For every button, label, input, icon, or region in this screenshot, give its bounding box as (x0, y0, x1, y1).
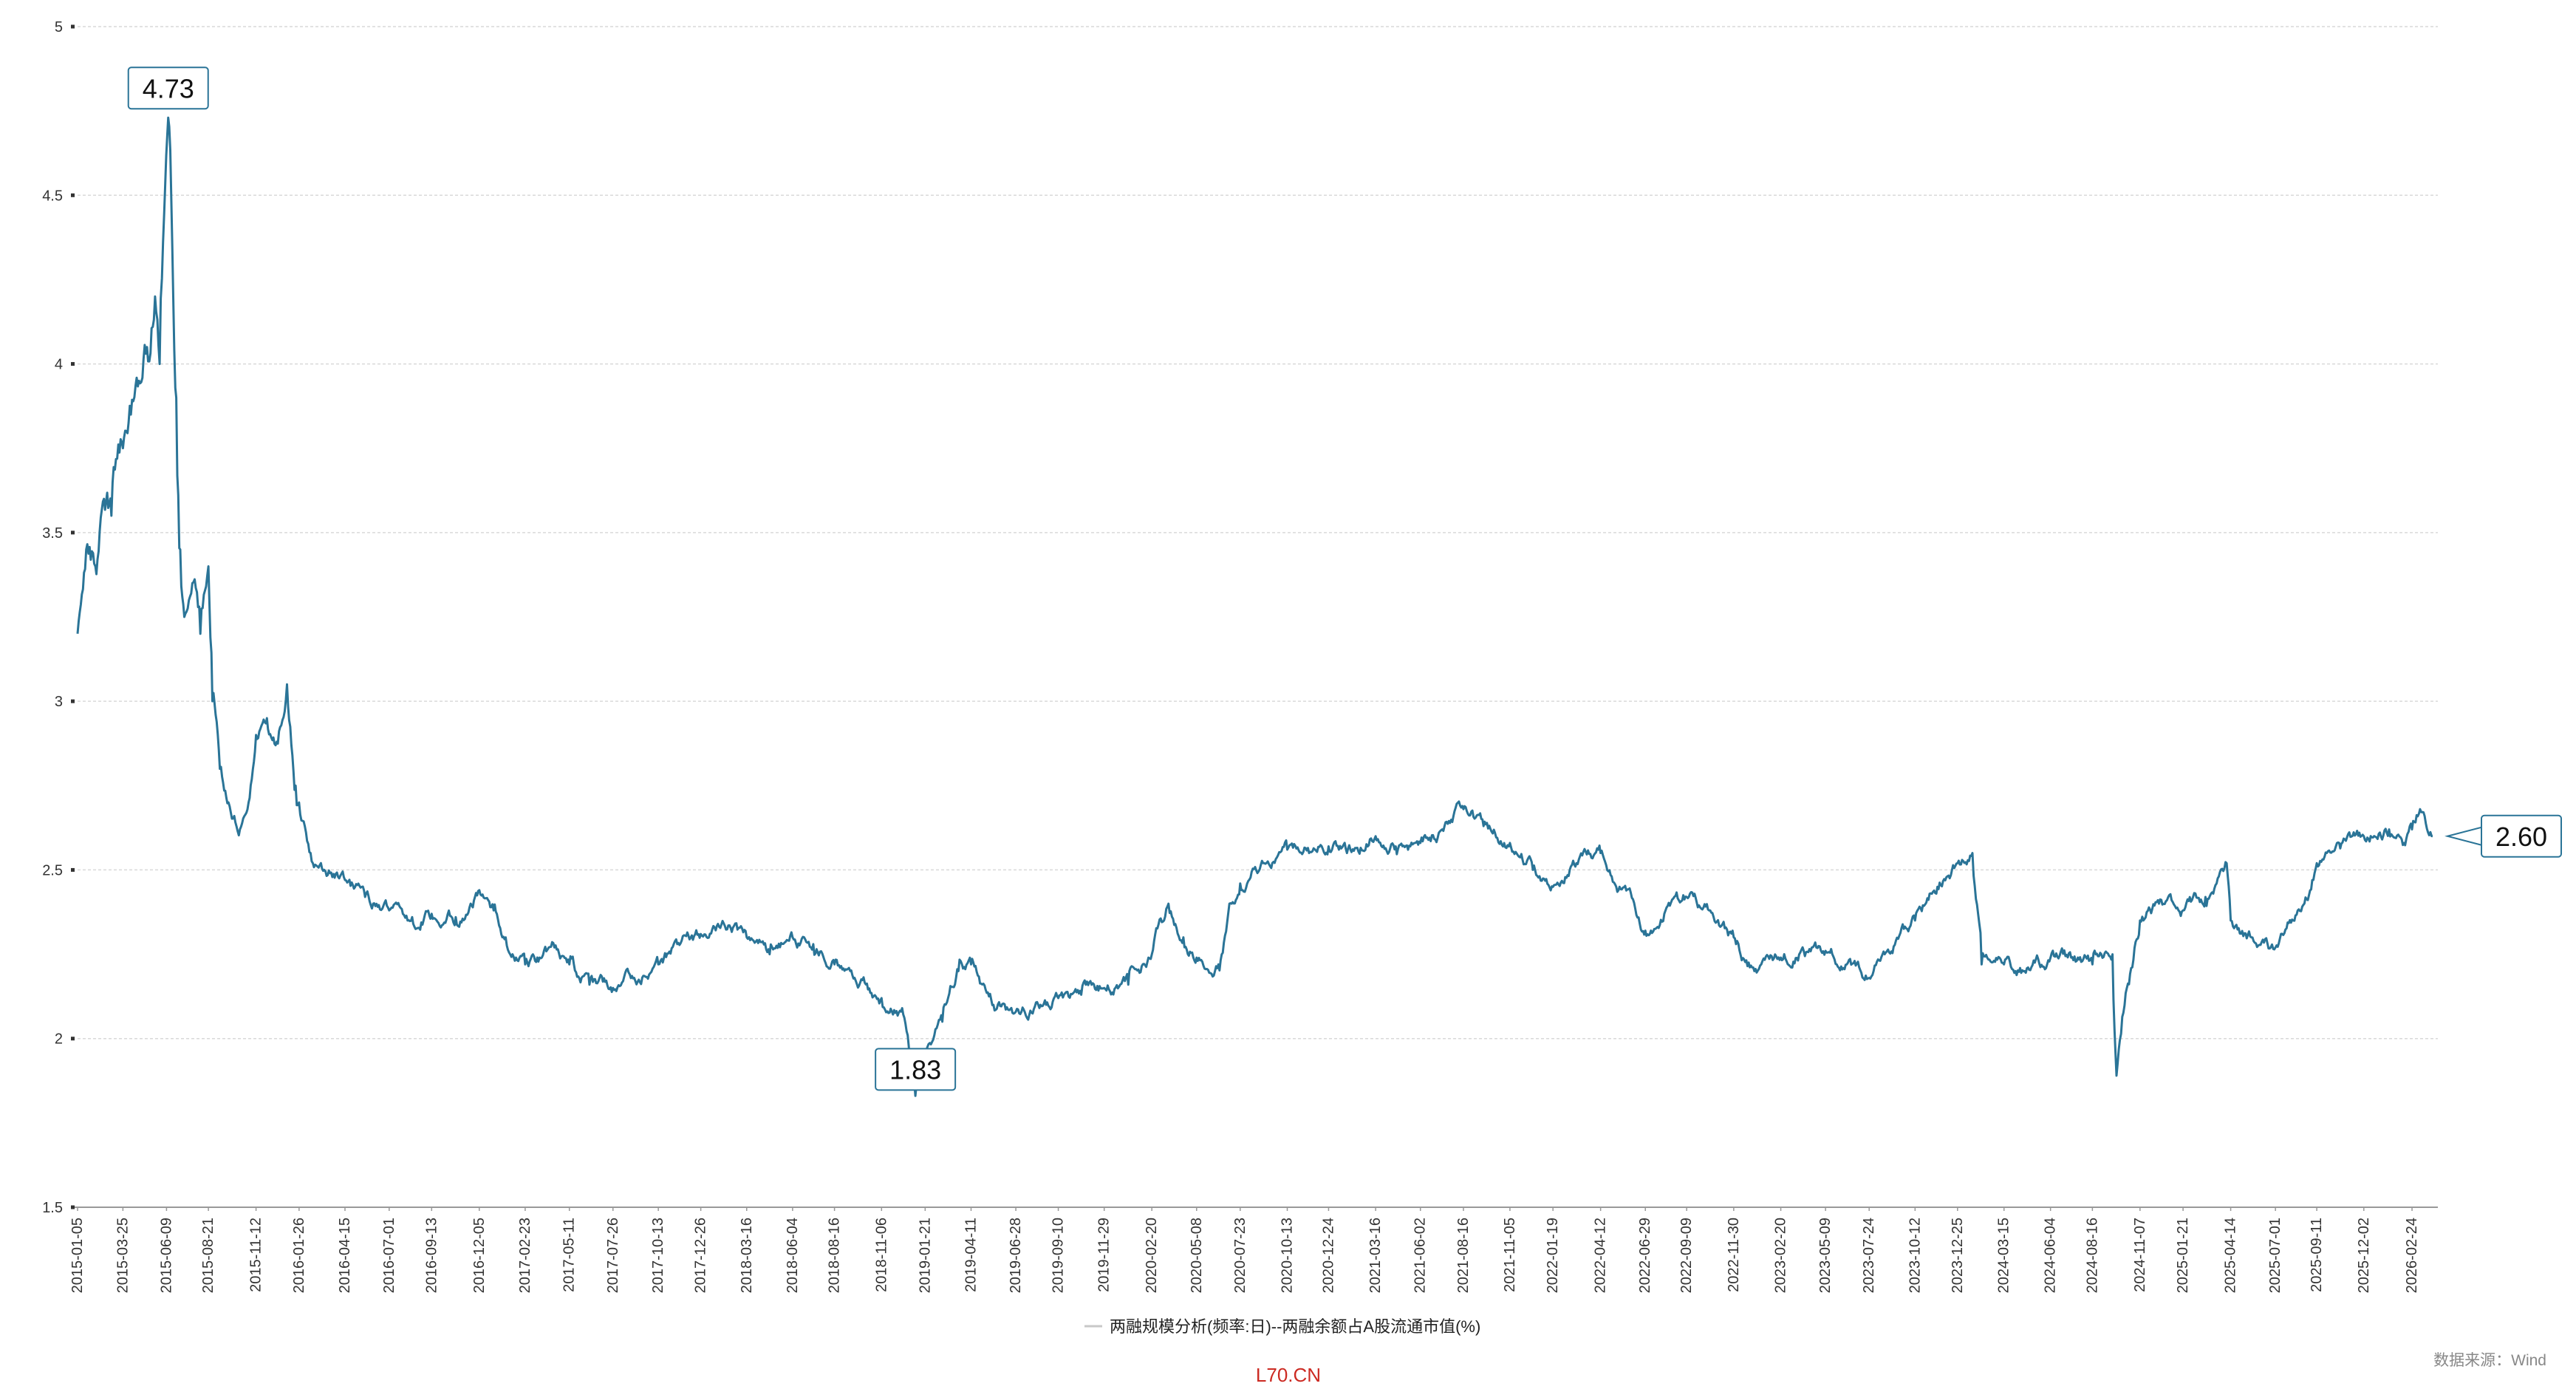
x-tick-label: 2021-08-16 (1455, 1218, 1472, 1293)
x-tick-label: 2018-11-06 (873, 1218, 889, 1292)
legend[interactable]: 两融规模分析(频率:日)--两融余额占A股流通市值(%) (1084, 1317, 1480, 1336)
value-callouts: 4.73 1.83 2.60 (127, 66, 2563, 1091)
callout-box (2481, 814, 2563, 858)
callout-box (875, 1048, 957, 1091)
x-tick-label: 2017-10-13 (650, 1218, 666, 1293)
y-tick-mark (71, 867, 75, 872)
x-tick-label: 2016-07-01 (381, 1218, 397, 1293)
x-tick-label: 2023-07-24 (1861, 1218, 1877, 1293)
x-tick-label: 2019-04-11 (963, 1218, 979, 1292)
y-tick-label: 4 (55, 357, 63, 373)
x-tick-label: 2023-05-09 (1817, 1218, 1834, 1293)
grid-lines (78, 26, 2438, 1040)
x-axis-tick-labels: 2015-01-05 2015-03-25 2015-06-09 2015-08-21… (69, 1207, 2420, 1293)
x-tick-label: 2017-02-23 (517, 1218, 533, 1293)
x-tick-label: 2020-07-23 (1232, 1218, 1248, 1293)
x-tick-label: 2025-09-11 (2309, 1218, 2325, 1292)
x-tick-label: 2016-12-05 (471, 1218, 488, 1293)
x-tick-label: 2023-12-25 (1950, 1218, 1966, 1293)
y-tick-label: 3.5 (42, 525, 63, 542)
y-tick-label: 1.5 (42, 1200, 63, 1216)
y-tick-label: 3 (55, 694, 63, 710)
x-tick-label: 2015-01-05 (69, 1218, 86, 1293)
x-tick-label: 2015-03-25 (115, 1218, 131, 1293)
x-tick-label: 2017-12-26 (693, 1218, 709, 1293)
x-tick-label: 2020-05-08 (1189, 1218, 1205, 1293)
x-tick-label: 2021-06-02 (1412, 1218, 1429, 1293)
x-tick-label: 2024-03-15 (1996, 1218, 2012, 1293)
x-tick-label: 2015-06-09 (158, 1218, 174, 1293)
y-tick-mark (71, 699, 75, 703)
x-tick-label: 2018-06-04 (785, 1218, 801, 1293)
legend-label: 两融规模分析(频率:日)--两融余额占A股流通市值(%) (1110, 1317, 1480, 1336)
callout-box (127, 66, 209, 110)
y-tick-label: 2.5 (42, 862, 63, 878)
x-tick-label: 2016-01-26 (291, 1218, 307, 1293)
y-tick-mark (71, 362, 75, 366)
x-tick-label: 2025-04-14 (2223, 1218, 2239, 1293)
y-axis-tick-labels: 1.5 2 2.5 3 3.5 4 4.5 5 (42, 19, 75, 1216)
x-tick-label: 2020-10-13 (1280, 1218, 1296, 1293)
callout-2-60: 2.60 (2445, 814, 2563, 858)
y-tick-mark (71, 24, 75, 29)
watermark: L70.CN (1256, 1364, 1321, 1386)
x-tick-label: 2019-06-28 (1008, 1218, 1024, 1293)
callout-label: 4.73 (143, 73, 194, 103)
y-tick-mark (71, 1205, 75, 1209)
y-tick-label: 5 (55, 19, 63, 35)
x-tick-label: 2015-11-12 (248, 1218, 264, 1292)
y-tick-mark (71, 193, 75, 197)
y-tick-mark (71, 1037, 75, 1041)
x-tick-label: 2018-03-16 (739, 1218, 755, 1293)
x-tick-label: 2023-02-20 (1773, 1218, 1789, 1293)
callout-label: 2.60 (2495, 822, 2547, 852)
x-tick-label: 2021-11-05 (1502, 1218, 1518, 1292)
x-tick-label: 2024-08-16 (2084, 1218, 2100, 1293)
y-tick-label: 2 (55, 1031, 63, 1048)
x-tick-label: 2015-08-21 (200, 1218, 216, 1293)
series-line-0[interactable] (76, 116, 2433, 1097)
x-tick-label: 2024-11-07 (2132, 1218, 2148, 1292)
x-tick-label: 2026-02-24 (2404, 1218, 2420, 1293)
data-source: 数据来源：Wind (2433, 1352, 2546, 1369)
callout-pointer (2445, 826, 2483, 847)
x-tick-label: 2023-10-12 (1907, 1218, 1923, 1293)
x-tick-label: 2025-07-01 (2267, 1218, 2283, 1293)
x-tick-label: 2022-01-19 (1545, 1218, 1561, 1293)
x-tick-label: 2020-12-24 (1320, 1218, 1336, 1293)
x-tick-label: 2016-04-15 (337, 1218, 353, 1293)
x-tick-label: 2018-08-16 (827, 1218, 843, 1293)
y-tick-mark (71, 530, 75, 535)
x-tick-label: 2019-09-10 (1050, 1218, 1067, 1293)
x-tick-label: 2022-11-30 (1726, 1218, 1742, 1292)
x-tick-label: 2017-07-26 (605, 1218, 621, 1293)
callout-label: 1.83 (889, 1054, 941, 1085)
series-layer (76, 116, 2433, 1097)
x-tick-label: 2017-05-11 (561, 1218, 578, 1292)
x-tick-label: 2020-02-20 (1144, 1218, 1160, 1293)
callout-1-83: 1.83 (875, 1048, 957, 1091)
x-tick-label: 2021-03-16 (1367, 1218, 1384, 1293)
x-tick-label: 2025-01-21 (2175, 1218, 2191, 1293)
x-tick-label: 2024-06-04 (2043, 1218, 2059, 1293)
x-tick-label: 2025-12-02 (2356, 1218, 2372, 1293)
x-tick-label: 2019-01-21 (917, 1218, 933, 1293)
x-tick-label: 2022-06-29 (1637, 1218, 1653, 1293)
x-tick-label: 2016-09-13 (423, 1218, 440, 1293)
x-tick-label: 2022-09-09 (1678, 1218, 1695, 1293)
callout-4-73: 4.73 (127, 66, 209, 110)
x-tick-label: 2022-04-12 (1593, 1218, 1609, 1293)
y-tick-label: 4.5 (42, 188, 63, 204)
x-tick-label: 2019-11-29 (1096, 1218, 1113, 1292)
